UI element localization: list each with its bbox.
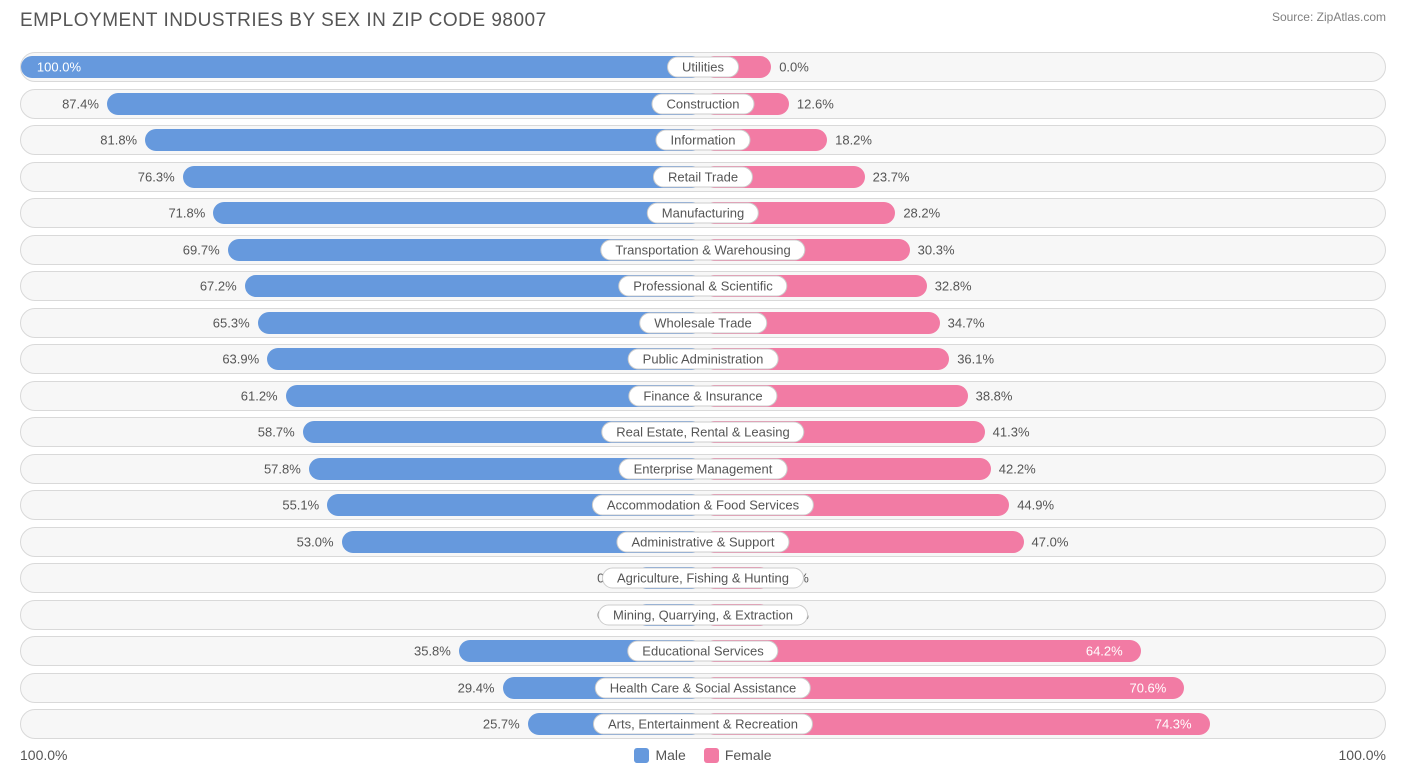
female-pct-label: 30.3% xyxy=(918,242,955,257)
male-pct-label: 35.8% xyxy=(414,644,451,659)
female-pct-label: 38.8% xyxy=(976,388,1013,403)
male-pct-label: 25.7% xyxy=(483,717,520,732)
female-pct-label: 0.0% xyxy=(779,60,809,75)
chart-row: 0.0%0.0%Mining, Quarrying, & Extraction xyxy=(20,600,1386,630)
diverging-bar-chart: 100.0% 0.0% Utilities 87.4% 12.6% Constructio… xyxy=(20,52,1386,739)
male-pct-label: 53.0% xyxy=(297,534,334,549)
female-pct-label: 28.2% xyxy=(903,206,940,221)
chart-row: 65.3% 34.7% Wholesale Trade xyxy=(20,308,1386,338)
category-label: Retail Trade xyxy=(653,166,753,187)
axis-left-label: 100.0% xyxy=(20,747,67,763)
chart-row: 0.0%0.0%Agriculture, Fishing & Hunting xyxy=(20,563,1386,593)
category-label: Finance & Insurance xyxy=(628,385,777,406)
female-pct-label: 36.1% xyxy=(957,352,994,367)
category-label: Wholesale Trade xyxy=(639,312,767,333)
male-swatch xyxy=(634,748,649,763)
category-label: Professional & Scientific xyxy=(618,276,787,297)
male-bar xyxy=(107,93,703,115)
female-pct-label: 74.3% xyxy=(1155,717,1192,732)
legend-item-male: Male xyxy=(634,747,685,763)
chart-row: 29.4% 70.6% Health Care & Social Assistanc… xyxy=(20,673,1386,703)
axis-right-label: 100.0% xyxy=(1339,747,1386,763)
male-bar xyxy=(258,312,703,334)
chart-footer: 100.0% Male Female 100.0% xyxy=(20,747,1386,763)
legend-label-male: Male xyxy=(655,747,685,763)
category-label: Agriculture, Fishing & Hunting xyxy=(602,568,804,589)
category-label: Educational Services xyxy=(627,641,778,662)
male-pct-label: 87.4% xyxy=(62,96,99,111)
category-label: Information xyxy=(655,130,750,151)
female-pct-label: 47.0% xyxy=(1032,534,1069,549)
chart-row: 87.4% 12.6% Construction xyxy=(20,89,1386,119)
chart-row: 67.2% 32.8% Professional & Scientific xyxy=(20,271,1386,301)
female-pct-label: 41.3% xyxy=(993,425,1030,440)
male-pct-label: 81.8% xyxy=(100,133,137,148)
category-label: Utilities xyxy=(667,57,739,78)
chart-row: 76.3% 23.7% Retail Trade xyxy=(20,162,1386,192)
male-pct-label: 71.8% xyxy=(168,206,205,221)
male-pct-label: 63.9% xyxy=(222,352,259,367)
category-label: Arts, Entertainment & Recreation xyxy=(593,714,813,735)
category-label: Manufacturing xyxy=(647,203,759,224)
chart-row: 55.1% 44.9% Accommodation & Food Services xyxy=(20,490,1386,520)
female-pct-label: 42.2% xyxy=(999,461,1036,476)
chart-row: 63.9% 36.1% Public Administration xyxy=(20,344,1386,374)
female-pct-label: 70.6% xyxy=(1129,680,1166,695)
male-pct-label: 55.1% xyxy=(282,498,319,513)
female-pct-label: 23.7% xyxy=(873,169,910,184)
male-pct-label: 69.7% xyxy=(183,242,220,257)
chart-row: 71.8% 28.2% Manufacturing xyxy=(20,198,1386,228)
category-label: Public Administration xyxy=(628,349,779,370)
male-bar xyxy=(145,129,703,151)
male-bar xyxy=(183,166,703,188)
chart-row: 100.0% 0.0% Utilities xyxy=(20,52,1386,82)
female-pct-label: 18.2% xyxy=(835,133,872,148)
category-label: Transportation & Warehousing xyxy=(600,239,805,260)
female-pct-label: 44.9% xyxy=(1017,498,1054,513)
legend: Male Female xyxy=(634,747,771,763)
male-pct-label: 100.0% xyxy=(37,60,81,75)
chart-row: 57.8% 42.2% Enterprise Management xyxy=(20,454,1386,484)
header: EMPLOYMENT INDUSTRIES BY SEX IN ZIP CODE… xyxy=(20,10,1386,32)
chart-row: 35.8% 64.2% Educational Services xyxy=(20,636,1386,666)
male-pct-label: 76.3% xyxy=(138,169,175,184)
male-pct-label: 65.3% xyxy=(213,315,250,330)
male-pct-label: 58.7% xyxy=(258,425,295,440)
category-label: Enterprise Management xyxy=(619,458,788,479)
legend-label-female: Female xyxy=(725,747,772,763)
chart-row: 53.0% 47.0% Administrative & Support xyxy=(20,527,1386,557)
chart-row: 81.8% 18.2% Information xyxy=(20,125,1386,155)
chart-row: 69.7% 30.3% Transportation & Warehousing xyxy=(20,235,1386,265)
male-pct-label: 67.2% xyxy=(200,279,237,294)
category-label: Real Estate, Rental & Leasing xyxy=(601,422,804,443)
male-pct-label: 61.2% xyxy=(241,388,278,403)
female-pct-label: 34.7% xyxy=(948,315,985,330)
chart-row: 58.7% 41.3% Real Estate, Rental & Leasing xyxy=(20,417,1386,447)
male-bar xyxy=(213,202,703,224)
female-pct-label: 12.6% xyxy=(797,96,834,111)
female-swatch xyxy=(704,748,719,763)
category-label: Health Care & Social Assistance xyxy=(595,677,811,698)
female-pct-label: 32.8% xyxy=(935,279,972,294)
category-label: Accommodation & Food Services xyxy=(592,495,814,516)
category-label: Mining, Quarrying, & Extraction xyxy=(598,604,808,625)
chart-row: 61.2% 38.8% Finance & Insurance xyxy=(20,381,1386,411)
male-bar xyxy=(21,56,703,78)
chart-row: 25.7% 74.3% Arts, Entertainment & Recreati… xyxy=(20,709,1386,739)
male-pct-label: 29.4% xyxy=(458,680,495,695)
source-attribution: Source: ZipAtlas.com xyxy=(1272,10,1386,24)
legend-item-female: Female xyxy=(704,747,772,763)
category-label: Construction xyxy=(652,93,755,114)
male-pct-label: 57.8% xyxy=(264,461,301,476)
chart-title: EMPLOYMENT INDUSTRIES BY SEX IN ZIP CODE… xyxy=(20,10,547,32)
category-label: Administrative & Support xyxy=(616,531,789,552)
female-pct-label: 64.2% xyxy=(1086,644,1123,659)
